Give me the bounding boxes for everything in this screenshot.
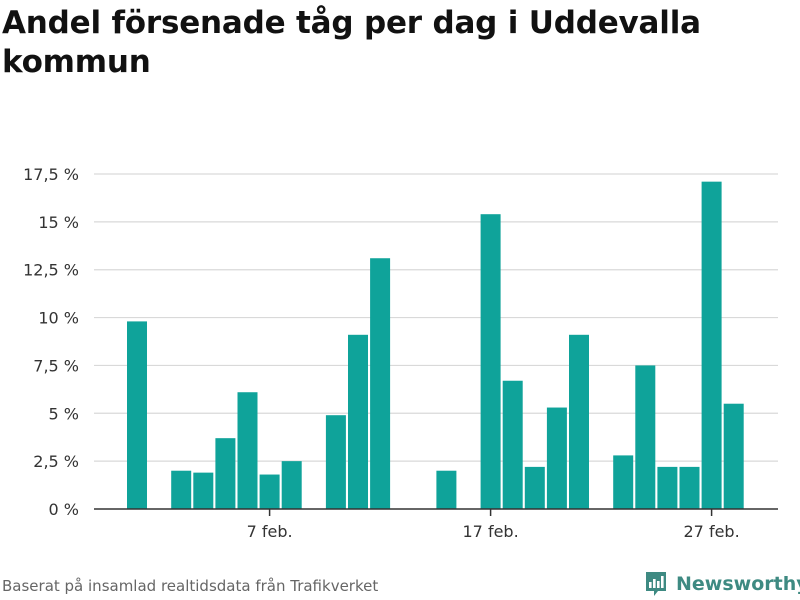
newsworthy-brand[interactable]: Newsworthy bbox=[644, 568, 800, 600]
bar-26-feb bbox=[679, 466, 700, 509]
bar-25-feb bbox=[657, 466, 678, 509]
x-tick-label: 17 feb. bbox=[463, 522, 519, 541]
bar-23-feb bbox=[613, 455, 634, 509]
y-tick-label: 2,5 % bbox=[33, 452, 79, 471]
bar-21-feb bbox=[569, 334, 589, 509]
bar-24-feb bbox=[635, 365, 656, 509]
bar-20-feb bbox=[546, 407, 567, 509]
bar-5-feb bbox=[215, 438, 236, 509]
y-tick-label: 5 % bbox=[49, 404, 79, 423]
bar-8-feb bbox=[281, 461, 302, 509]
y-tick-label: 15 % bbox=[38, 213, 79, 232]
y-tick-label: 12,5 % bbox=[23, 261, 79, 280]
bar-3-feb bbox=[171, 470, 192, 509]
y-tick-label: 0 % bbox=[49, 500, 79, 519]
y-tick-label: 17,5 % bbox=[23, 165, 79, 184]
bar-15-feb bbox=[436, 470, 457, 509]
x-tick-label: 7 feb. bbox=[247, 522, 293, 541]
x-tick-label: 27 feb. bbox=[684, 522, 740, 541]
y-tick-label: 7,5 % bbox=[33, 356, 79, 375]
bar-18-feb bbox=[502, 380, 523, 509]
bar-10-feb bbox=[325, 415, 346, 509]
y-tick-label: 10 % bbox=[38, 309, 79, 328]
brand-name: Newsworthy bbox=[676, 573, 800, 595]
bar-12-feb bbox=[370, 258, 391, 509]
bar-4-feb bbox=[193, 472, 214, 509]
bar-28-feb bbox=[723, 403, 744, 509]
bar-chart: 0 % 2,5 % 5 % 7,5 % 10 % 12,5 % 15 % 17,5 % 7 fe… bbox=[23, 165, 778, 541]
bar-11-feb bbox=[348, 334, 368, 509]
bar-6-feb bbox=[237, 392, 258, 509]
bar-7-feb bbox=[259, 474, 280, 509]
bar-17-feb bbox=[480, 214, 501, 509]
source-note: Baserat på insamlad realtidsdata från Tr… bbox=[2, 577, 379, 595]
bar-1-feb bbox=[127, 321, 147, 509]
bar-27-feb bbox=[701, 181, 722, 509]
chart-title: Andel försenade tåg per dag i Uddevalla … bbox=[2, 5, 701, 80]
newsworthy-logo-icon bbox=[646, 572, 666, 596]
bar-19-feb bbox=[524, 466, 545, 509]
